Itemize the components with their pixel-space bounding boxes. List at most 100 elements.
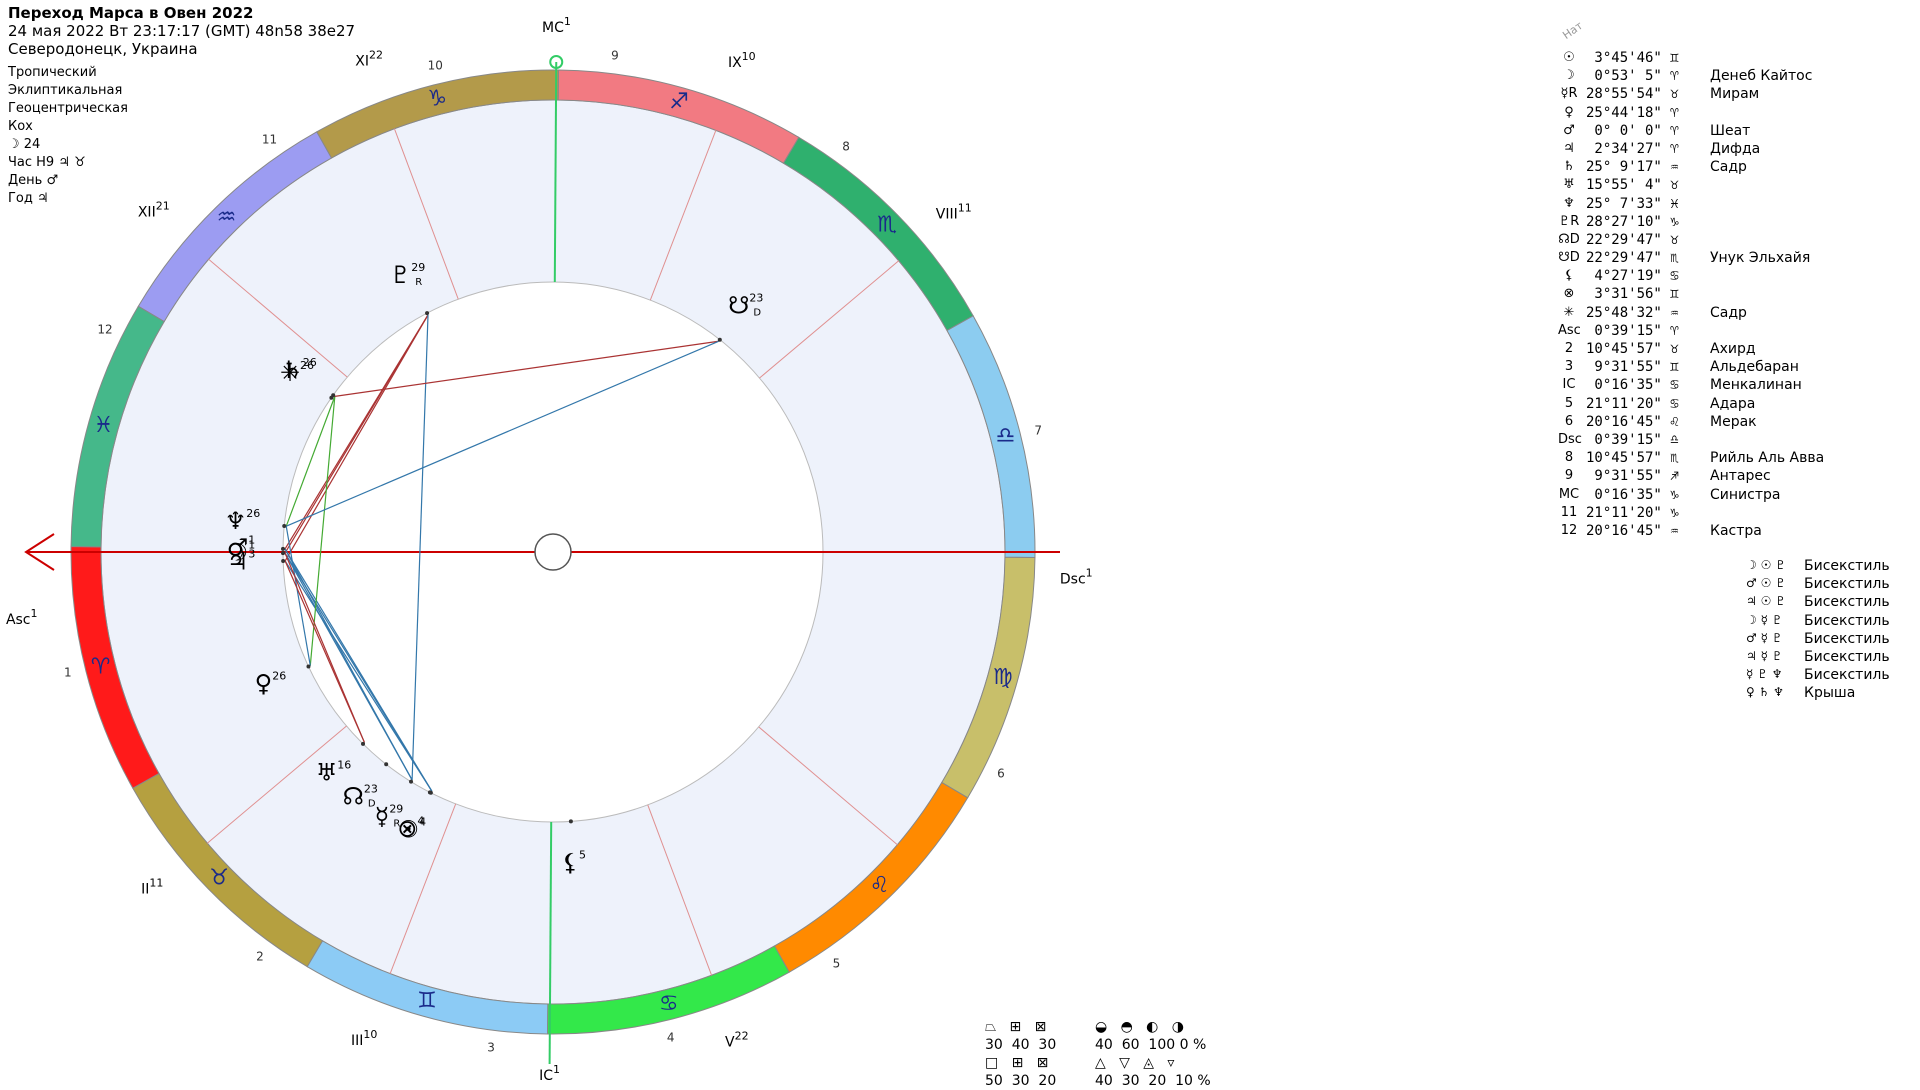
house-number: 12 [97, 322, 112, 336]
planet-marker [281, 559, 286, 564]
house-cusp-line [759, 260, 900, 379]
house-number: 7 [1034, 424, 1042, 438]
planet-position: 25° 9'17" ♒ [1586, 159, 1679, 176]
planet-symbol-icon: ♂ [1563, 122, 1575, 138]
aspect-planets-icons: ♂ ☿ ♇ [1746, 630, 1783, 645]
house-cusp-line [758, 726, 898, 846]
planet-position: 21°11'20" ♋ [1586, 395, 1679, 412]
planet-marker [568, 819, 573, 824]
aries-sign-icon: ♈ [91, 655, 111, 680]
fixed-star-name: Менкалинан [1710, 377, 1802, 394]
planet-degree: 26 [246, 507, 260, 520]
planet-position: 28°27'10" ♑ [1586, 213, 1679, 230]
house-cusp-degree: 10 [742, 50, 756, 63]
aspect-line [284, 314, 429, 550]
stats-row: 40 60 100 0 % [1095, 1037, 1207, 1053]
fixed-star-name: Унук Эльхайя [1710, 250, 1811, 267]
planet-symbol-icon: ♇R [1558, 213, 1580, 229]
planet-position: 0°53' 5" ♈ [1586, 68, 1679, 85]
house-cusp-line [649, 130, 717, 301]
planet-position: 20°16'45" ♒ [1586, 522, 1679, 539]
asc-degree: 1 [31, 607, 38, 620]
aspect-planets-icons: ♀ ♄ ♆ [1746, 685, 1784, 700]
planet-marker [409, 779, 414, 784]
aspect-planets-icons: ☽ ☉ ♇ [1746, 558, 1786, 572]
house-cusp-degree: 11 [958, 201, 972, 214]
planet-symbol-icon: IC [1562, 377, 1576, 393]
planet-degree: 1 [248, 538, 255, 551]
aspect-line [309, 396, 336, 666]
fixed-star-name: Кастра [1710, 522, 1762, 539]
wheel-center-circle [534, 533, 572, 571]
house-cusp-line [647, 804, 713, 976]
planet-position: 22°29'47" ♉ [1586, 231, 1679, 248]
planet-symbol-icon: ☊D [1558, 231, 1580, 247]
stats-row: ◒ ◓ ◐ ◑ [1095, 1019, 1184, 1035]
aquarius-sign-icon: ♒ [217, 205, 237, 230]
fixed-star-name: Ахирд [1710, 341, 1756, 357]
house-cusp-line [389, 803, 457, 974]
asc-label: Asc1 [6, 607, 38, 628]
planet-degree: 26 [303, 356, 317, 369]
planet-symbol-icon: ☋D [1558, 250, 1580, 266]
planet-degree: 29 [389, 802, 403, 815]
house-number: 3 [487, 1041, 495, 1055]
house-cusp-label: XII21 [138, 200, 170, 221]
planet-position: 25°48'32" ♒ [1586, 304, 1679, 321]
mc-axis [553, 62, 558, 283]
house-number: 2 [256, 950, 264, 964]
house-cusp-degree: 21 [156, 200, 170, 213]
planet-position: 9°31'55" ♐ [1586, 468, 1679, 485]
house-number: 1 [64, 665, 72, 679]
aspect-planets-icons: ☿ ♇ ♆ [1746, 667, 1783, 682]
planet-motion-flag: R [415, 277, 422, 288]
fixed-star-name: Антарес [1710, 468, 1771, 485]
stats-row: 50 30 20 [985, 1073, 1057, 1089]
planet-degree: 1 [248, 533, 255, 546]
aspect-config-name: Бисекстиль [1804, 558, 1890, 574]
planet-marker [329, 395, 334, 400]
chart-parameters: Тропический Эклиптикальная Геоцентрическ… [8, 64, 128, 208]
libra-sign-icon: ♎ [996, 423, 1016, 448]
planet-symbol-icon: 8 [1564, 450, 1574, 466]
asc-arrow-icon [24, 533, 55, 571]
aspect-line [284, 314, 429, 562]
planet-symbol-icon: 3 [1564, 359, 1574, 375]
planet-marker [281, 546, 286, 551]
planet-symbol-icon: ⊗ [1563, 286, 1575, 302]
house-number: 10 [428, 59, 443, 73]
fixed-star-name: Альдебаран [1710, 359, 1799, 376]
aspect-planets-icons: ♂ ☉ ♇ [1746, 576, 1786, 591]
fixed-star-name: Адара [1710, 395, 1756, 412]
stats-group-modality: ⏢ ⊞ ⊠ 30 40 30 □ ⊞ ⊠ 50 30 20 [985, 1018, 1056, 1090]
planet-position: 10°45'57" ♉ [1586, 341, 1679, 357]
planet-symbol-icon: ☽ [1563, 68, 1575, 84]
house-cusp-label: VIII11 [936, 201, 972, 222]
fixed-star-name: Мерак [1710, 413, 1757, 430]
mc-marker-icon [549, 55, 564, 70]
param-year: Год ♃ [8, 191, 49, 206]
planet-symbol-icon: ♄ [1563, 159, 1575, 175]
aspect-line [285, 396, 336, 527]
chart-location: Северодонецк, Украина [8, 40, 198, 58]
house-cusp-line [393, 128, 459, 300]
fixed-star-name: Садр [1710, 304, 1747, 321]
fixed-star-name: Шеат [1710, 122, 1751, 139]
planet-position: 0°39'15" ♎ [1586, 431, 1679, 448]
sign-segment-pisces [70, 305, 165, 548]
taurus-sign-icon: ♉ [209, 865, 229, 890]
house-cusp-degree: 22 [369, 48, 383, 61]
house-number: 5 [833, 956, 841, 970]
aspect-planets-icons: ♃ ☉ ♇ [1746, 594, 1786, 609]
planet-marker [384, 762, 389, 767]
planet-symbol-icon: ♃ [1563, 140, 1575, 156]
stats-row: 40 30 20 10 % [1095, 1073, 1211, 1089]
capricorn-sign-icon: ♑ [427, 87, 447, 112]
planet-motion-flag: D [368, 798, 376, 809]
planet-position: 10°45'57" ♏ [1586, 450, 1679, 467]
house-cusp-line [206, 725, 347, 844]
aspect-config-name: Бисекстиль [1804, 576, 1890, 593]
planet-position: 2°34'27" ♈ [1586, 140, 1679, 157]
planet-position: 3°45'46" ♊ [1586, 50, 1679, 66]
dsc-degree: 1 [1086, 566, 1093, 579]
